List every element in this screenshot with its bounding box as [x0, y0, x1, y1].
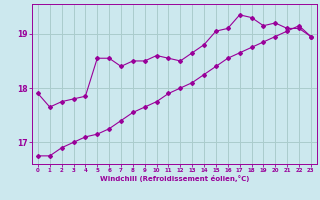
X-axis label: Windchill (Refroidissement éolien,°C): Windchill (Refroidissement éolien,°C)	[100, 175, 249, 182]
